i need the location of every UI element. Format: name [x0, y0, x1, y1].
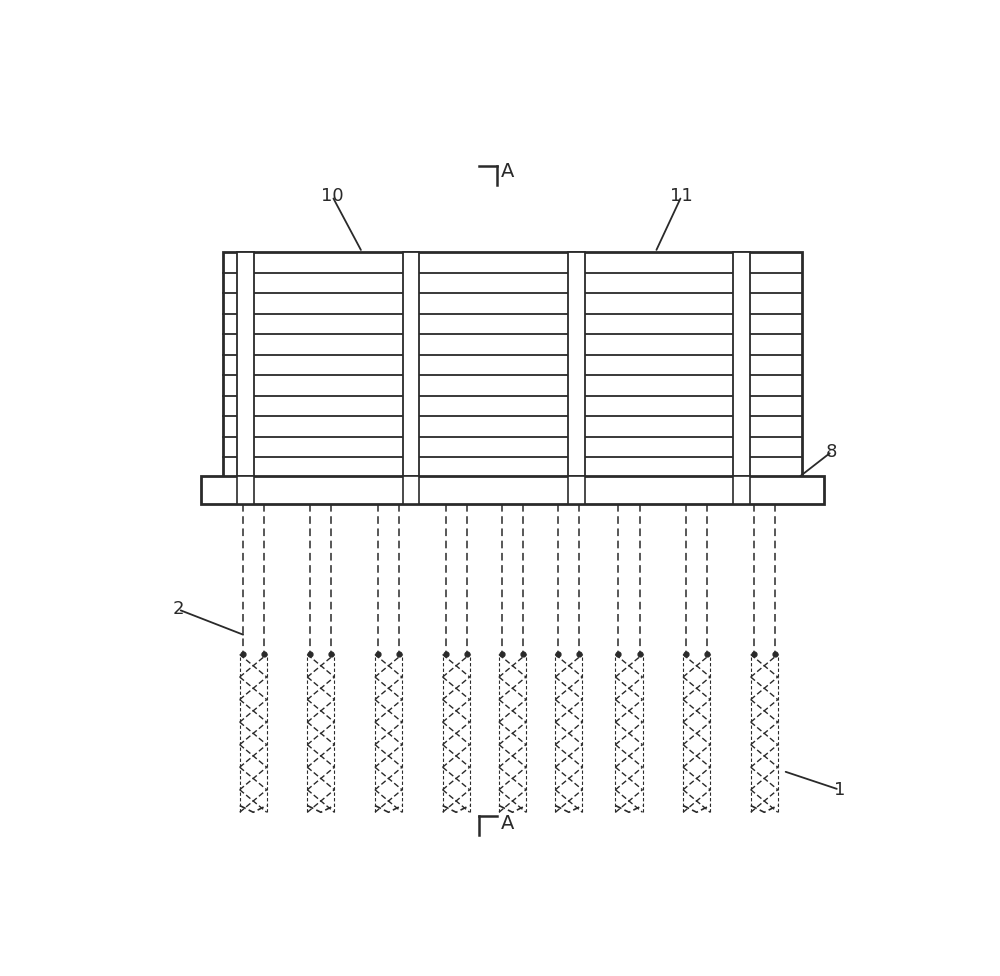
Bar — [403, 475, 419, 505]
Text: A: A — [501, 814, 515, 834]
Text: 11: 11 — [670, 187, 693, 205]
Bar — [237, 253, 254, 478]
Bar — [237, 475, 254, 505]
Bar — [568, 253, 585, 478]
Text: A: A — [501, 162, 515, 182]
Bar — [568, 475, 585, 505]
Bar — [733, 475, 750, 505]
Bar — [201, 475, 824, 505]
Text: 8: 8 — [826, 442, 838, 461]
Text: 2: 2 — [172, 600, 184, 619]
Bar — [223, 253, 802, 478]
Bar — [403, 253, 419, 478]
Text: 1: 1 — [834, 781, 845, 798]
Text: 10: 10 — [321, 187, 343, 205]
Bar — [733, 253, 750, 478]
